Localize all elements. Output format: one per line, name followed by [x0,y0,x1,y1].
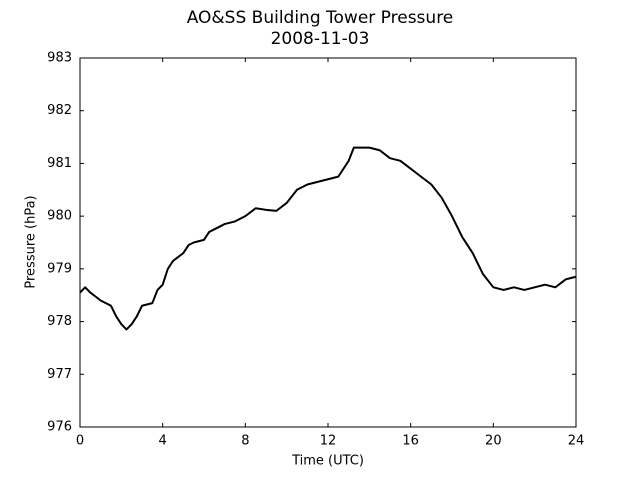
y-tick-label: 981 [47,156,72,171]
y-tick-label: 982 [47,103,72,118]
y-axis-label: Pressure (hPa) [24,195,39,288]
y-tick-label: 979 [47,261,72,276]
x-tick-label: 12 [320,434,337,449]
y-tick-label: 977 [47,367,72,382]
x-tick-label: 0 [76,434,84,449]
x-tick-label: 24 [568,434,585,449]
line [79,146,577,331]
y-tick-label: 978 [47,314,72,329]
x-tick-label: 8 [241,434,249,449]
x-tick-label: 4 [159,434,167,449]
plot-frame [79,57,577,428]
x-tick-label: 20 [485,434,502,449]
y-tick-label: 983 [47,51,72,66]
x-axis-label: Time (UTC) [291,454,364,469]
y-tick-label: 976 [47,420,72,435]
x-tick-label: 16 [402,434,419,449]
chart-title: AO&SS Building Tower Pressure [187,8,454,28]
y-tick-label: 980 [47,209,72,224]
chart-subtitle: 2008-11-03 [271,29,370,49]
